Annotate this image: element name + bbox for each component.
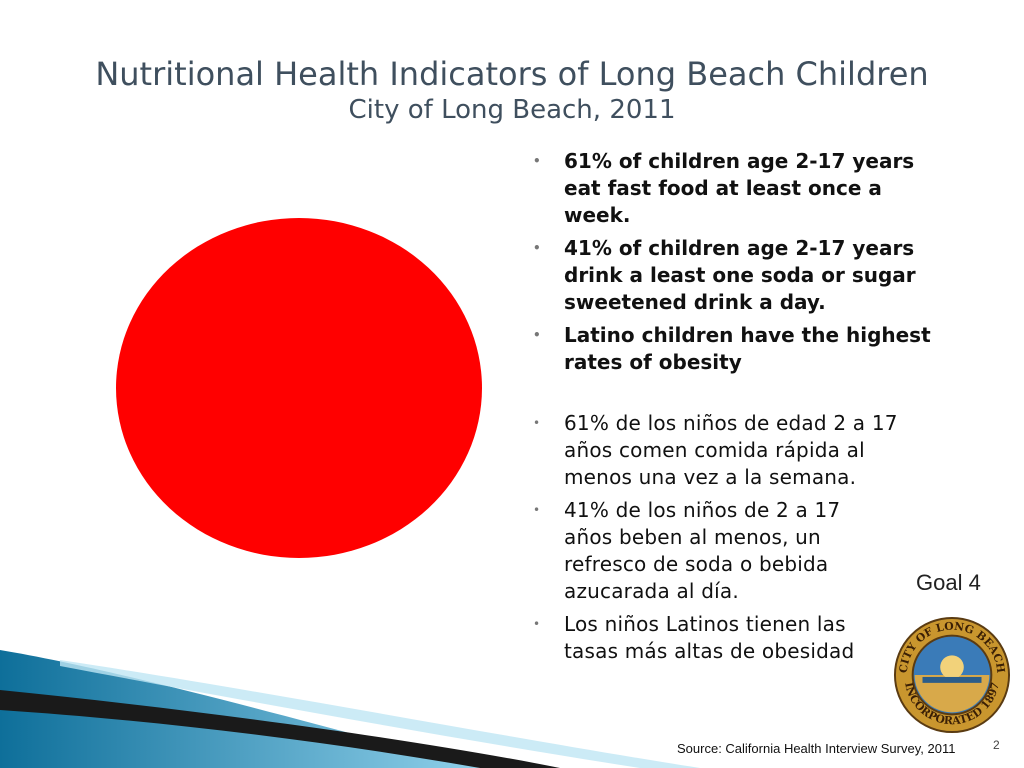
decorative-swoosh	[0, 650, 700, 768]
page-title: Nutritional Health Indicators of Long Be…	[95, 55, 929, 93]
list-item: • 61% de los niños de edad 2 a 17 años co…	[533, 410, 933, 491]
list-item: • Latino children have the highest rates …	[533, 322, 933, 376]
page-subtitle: City of Long Beach, 2011	[348, 95, 676, 125]
bullet-text: 41% of children age 2-17 years drink a l…	[564, 236, 916, 314]
bullet-icon: •	[533, 328, 541, 342]
bullet-text: 61% of children age 2-17 years eat fast …	[564, 149, 915, 227]
source-citation: Source: California Health Interview Surv…	[677, 741, 956, 756]
title-block: Nutritional Health Indicators of Long Be…	[0, 54, 1024, 126]
goal-label: Goal 4	[916, 570, 981, 595]
list-item: • 41% of children age 2-17 years drink a …	[533, 235, 933, 316]
bullet-text: Los niños Latinos tienen las tasas más a…	[564, 612, 855, 663]
list-item: • 41% de los niños de 2 a 17 años beben a…	[533, 497, 864, 605]
list-item: • Los niños Latinos tienen las tasas más …	[533, 611, 894, 665]
page-number: 2	[993, 738, 1000, 752]
bullet-icon: •	[533, 154, 541, 168]
city-seal-icon: CITY OF LONG BEACH INCORPORATED 1897	[893, 616, 1011, 734]
bullet-list: • 61% of children age 2-17 years eat fast…	[533, 148, 933, 671]
red-circle-graphic	[116, 218, 482, 558]
bullet-text: Latino children have the highest rates o…	[564, 323, 931, 374]
bullet-icon: •	[533, 503, 541, 517]
list-item: • 61% of children age 2-17 years eat fast…	[533, 148, 933, 229]
bullet-icon: •	[533, 416, 541, 430]
bullet-icon: •	[533, 241, 541, 255]
bullet-icon: •	[533, 617, 541, 631]
bullet-text: 61% de los niños de edad 2 a 17 años com…	[564, 411, 898, 489]
bullet-text: 41% de los niños de 2 a 17 años beben al…	[564, 498, 841, 603]
